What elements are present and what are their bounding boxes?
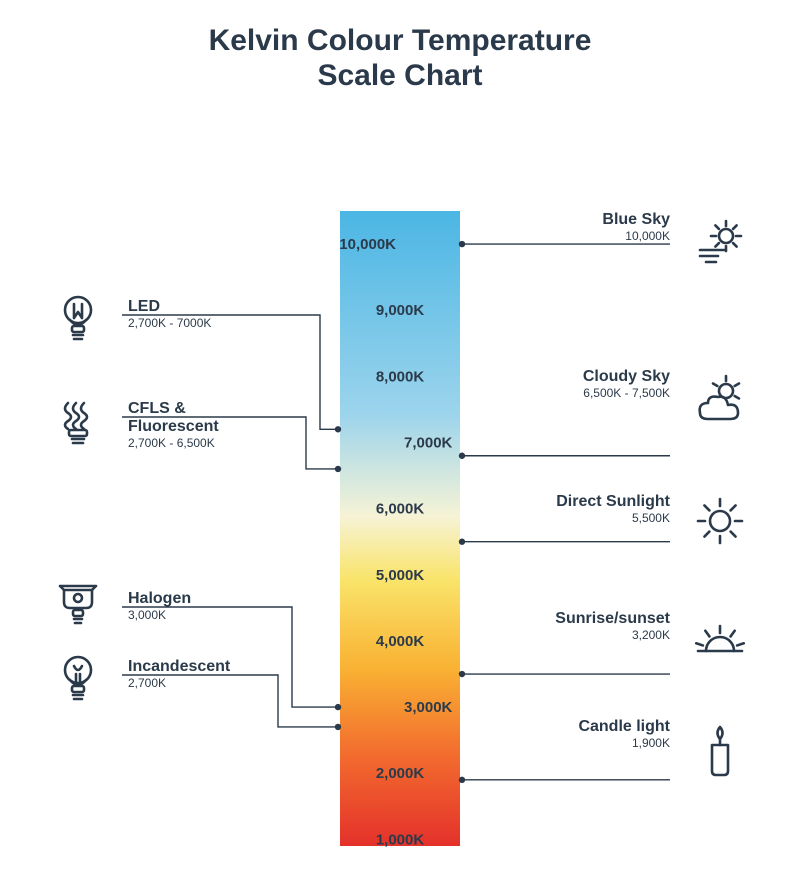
page-title: Kelvin Colour TemperatureScale Chart — [0, 24, 800, 93]
label-blue-sky-sub: 10,000K — [625, 229, 670, 243]
kelvin-scale-chart: 10,000K 9,000K 8,000K 7,000K 6,000K 5,000K 4,0… — [0, 101, 800, 871]
tick-label: 7,000K — [404, 435, 453, 452]
bulb-cfl-icon — [65, 403, 87, 443]
tick-label: 4,000K — [376, 633, 425, 650]
sun-icon — [698, 499, 742, 543]
label-cfl-sub: 2,700K - 6,500K — [128, 436, 215, 450]
label-sunlight-title: Direct Sunlight — [556, 493, 670, 510]
tick-label: 3,000K — [404, 699, 453, 716]
label-sunrise-title: Sunrise/sunset — [555, 610, 670, 627]
tick-label: 5,000K — [376, 567, 425, 584]
label-blue-sky-title: Blue Sky — [602, 211, 670, 228]
label-incandescent-sub: 2,700K — [128, 676, 166, 690]
label-led-title: LED — [128, 298, 160, 315]
label-cloudy-sub: 6,500K - 7,500K — [583, 386, 670, 400]
label-sunrise-sub: 3,200K — [632, 628, 670, 642]
candle-icon — [712, 727, 728, 775]
tick-label: 9,000K — [376, 302, 425, 319]
tick-label: 10,000K — [339, 236, 396, 253]
label-led-sub: 2,700K - 7000K — [128, 316, 211, 330]
label-halogen-title: Halogen — [128, 590, 191, 607]
label-cfl-title: CFLS & — [128, 400, 186, 417]
label-candle-sub: 1,900K — [632, 736, 670, 750]
label-cloudy-title: Cloudy Sky — [583, 368, 670, 385]
bulb-led-icon — [65, 297, 91, 339]
cloud-sun-icon — [700, 376, 739, 419]
label-sunlight-sub: 5,500K — [632, 511, 670, 525]
tick-label: 1,000K — [376, 831, 425, 848]
tick-label: 2,000K — [376, 765, 425, 782]
bulb-halogen-icon — [60, 586, 96, 623]
label-halogen-sub: 3,000K — [128, 608, 166, 622]
tick-label: 8,000K — [376, 368, 425, 385]
label-cfl-title: Fluorescent — [128, 418, 219, 435]
sun-rise-icon — [696, 626, 744, 651]
label-candle-title: Candle light — [578, 718, 670, 735]
sun-horizon-icon — [700, 221, 741, 262]
bulb-incand-icon — [65, 657, 91, 699]
tick-label: 6,000K — [376, 501, 425, 518]
label-incandescent-title: Incandescent — [128, 658, 231, 675]
